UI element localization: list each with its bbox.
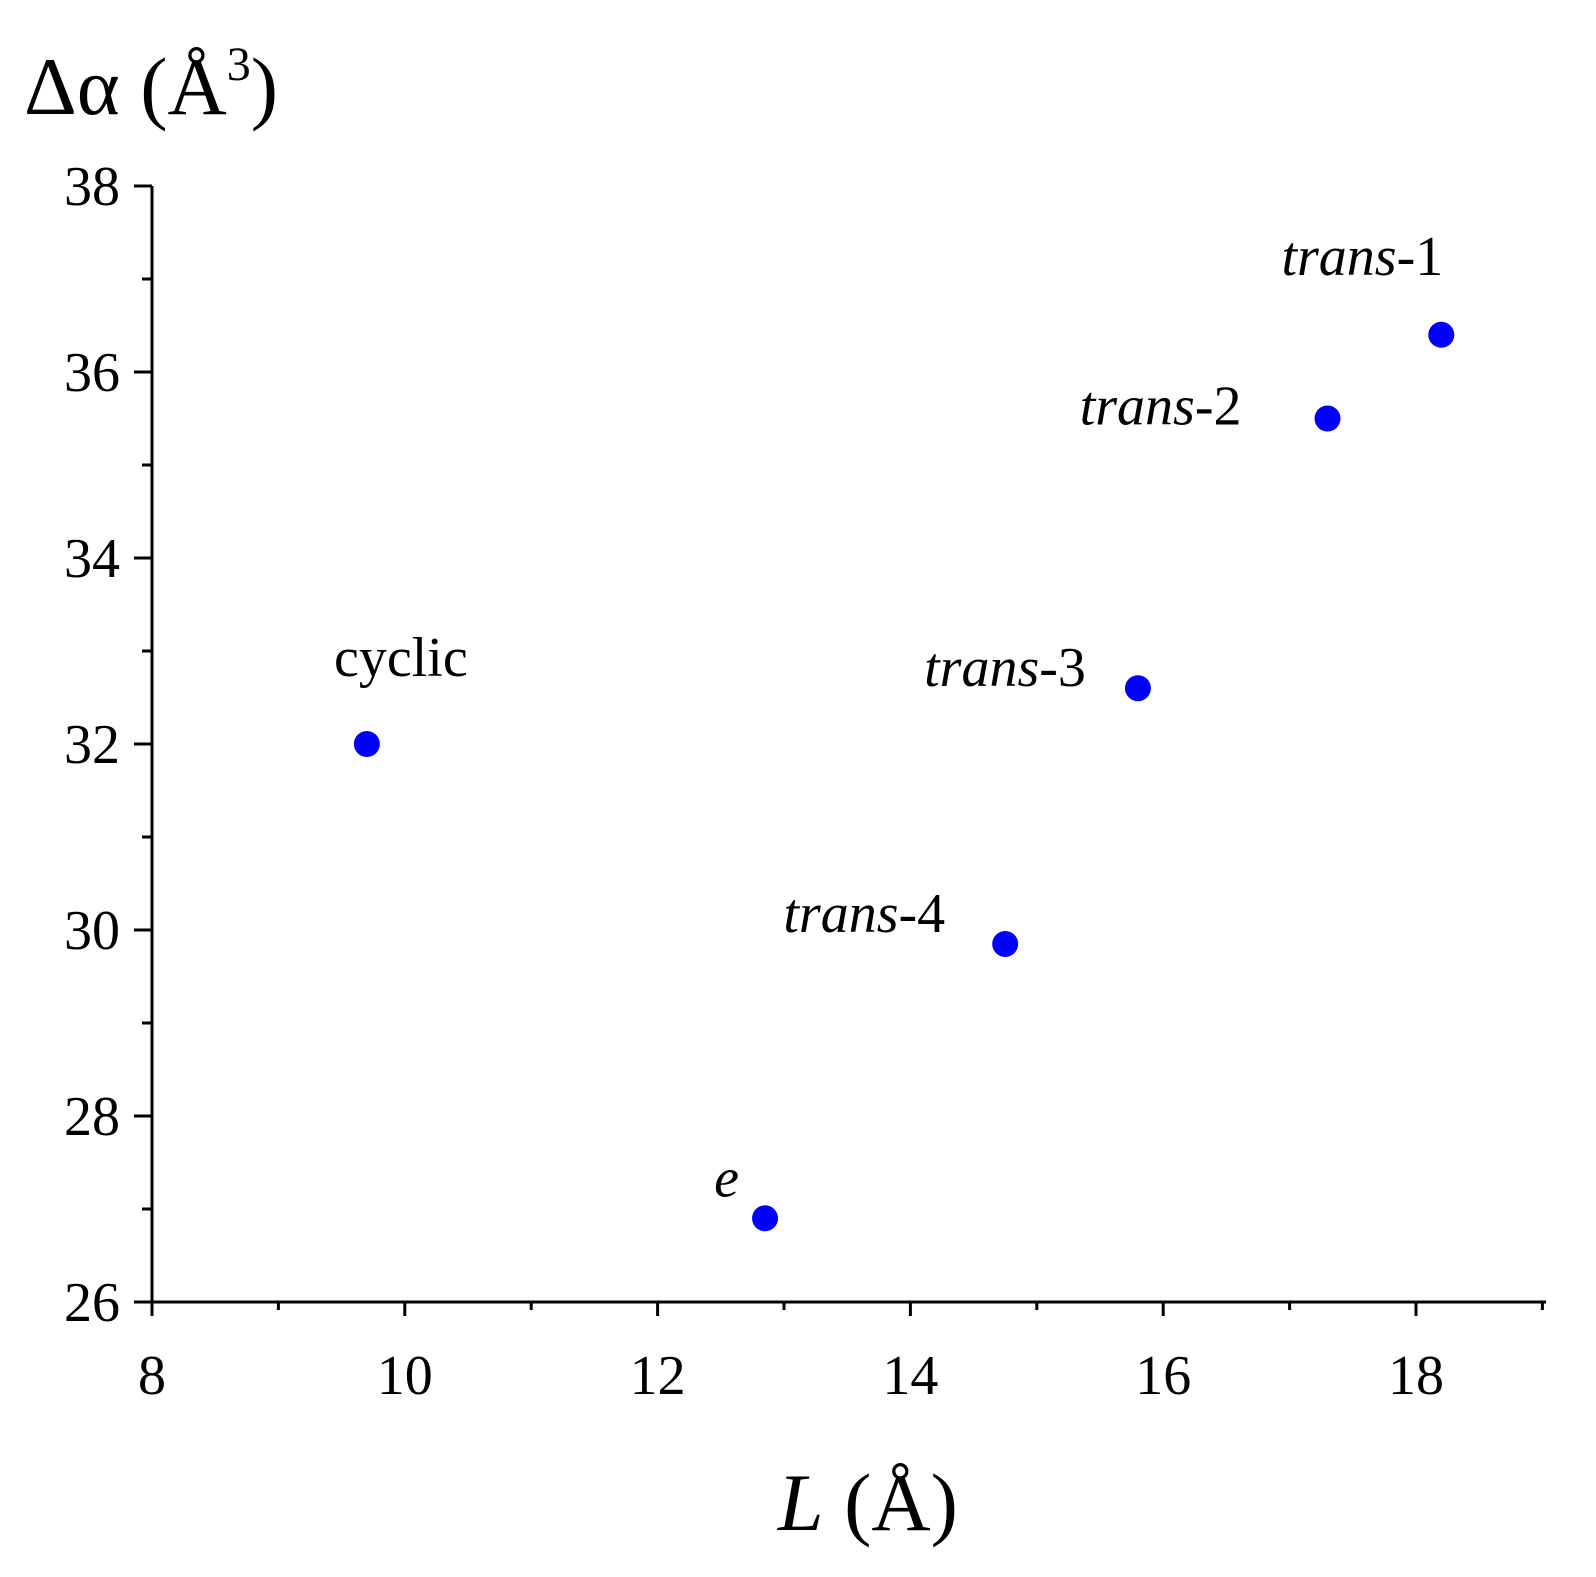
data-point [1428, 321, 1455, 348]
x-tick-label: 14 [882, 1345, 938, 1407]
x-axis-title-unit: (Å) [824, 1457, 958, 1548]
x-tick-label: 10 [377, 1345, 433, 1407]
data-point [752, 1205, 779, 1232]
point-label-italic: trans [924, 637, 1039, 699]
y-axis-title-close: ) [251, 41, 278, 132]
point-label-plain: -2 [1195, 376, 1242, 438]
y-tick-label: 28 [64, 1086, 120, 1148]
data-points [353, 321, 1455, 1232]
y-axis-title-main: Δα (Å [24, 41, 227, 132]
x-tick-label: 8 [138, 1345, 166, 1407]
x-tick-label: 18 [1388, 1345, 1444, 1407]
point-label: trans-4 [783, 883, 945, 945]
point-label-italic: trans [1080, 376, 1195, 438]
ticks [134, 184, 1544, 1316]
x-tick-label: 12 [630, 1345, 686, 1407]
point-label: cyclic [334, 627, 468, 689]
tick-labels: 8 10 12 14 16 18 26 28 30 32 34 36 38 [64, 156, 1444, 1407]
point-label-italic: trans [1281, 226, 1396, 288]
y-axis-title-superscript: 3 [227, 38, 251, 91]
point-label-plain: -3 [1039, 637, 1086, 699]
data-point [1124, 675, 1151, 702]
y-tick-label: 32 [64, 714, 120, 776]
point-label-plain: -4 [899, 883, 946, 945]
point-label: trans-2 [1080, 376, 1242, 438]
data-point [353, 731, 380, 757]
point-label-plain: -1 [1397, 226, 1444, 288]
y-tick-label: 30 [64, 900, 120, 962]
point-label-italic: trans [783, 883, 898, 945]
y-tick-label: 38 [64, 156, 120, 218]
x-axis-title: L (Å) [777, 1457, 958, 1548]
point-label: e [714, 1147, 739, 1209]
y-tick-label: 26 [64, 1272, 120, 1334]
point-label: trans-3 [924, 637, 1086, 699]
data-point [992, 930, 1019, 957]
data-point [1314, 405, 1341, 432]
point-label-plain: cyclic [334, 627, 468, 689]
point-label: trans-1 [1281, 226, 1443, 288]
y-tick-label: 36 [64, 342, 120, 404]
y-axis-title: Δα (Å3) [24, 38, 278, 132]
x-tick-label: 16 [1135, 1345, 1191, 1407]
point-label-italic: e [714, 1147, 739, 1209]
y-tick-label: 34 [64, 528, 120, 590]
x-axis-title-symbol: L [777, 1457, 824, 1548]
